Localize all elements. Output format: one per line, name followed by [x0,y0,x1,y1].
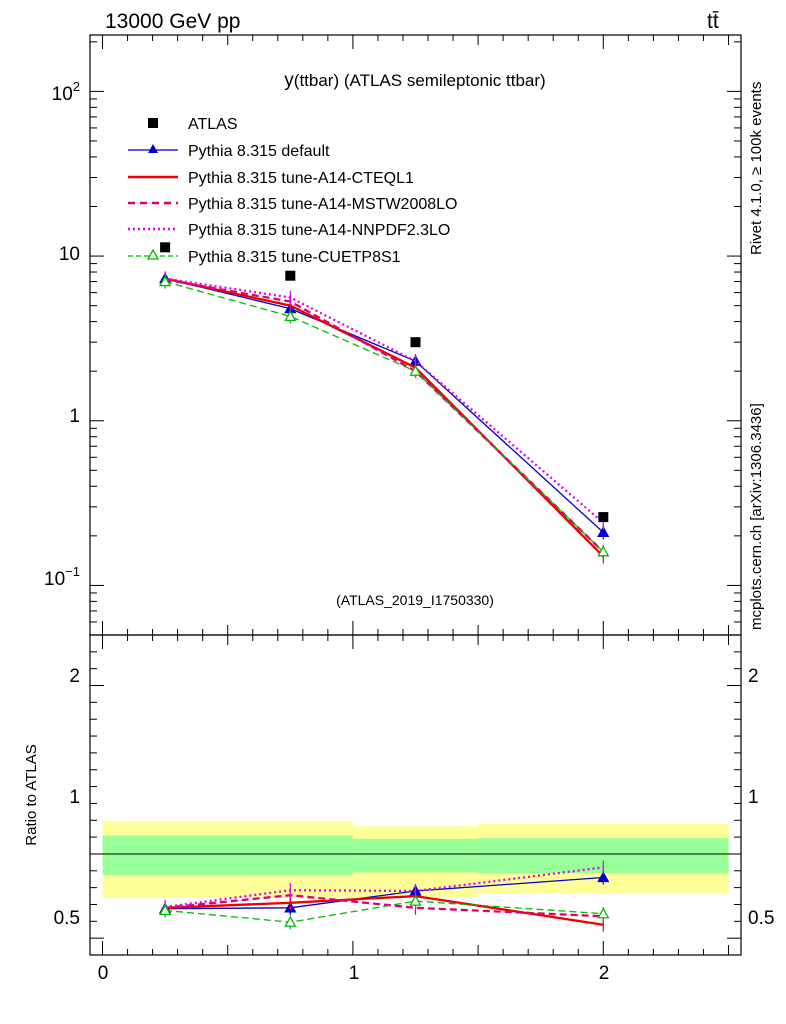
x-tick-label-2: 2 [599,963,610,984]
x-tick-labels: 0 1 2 [98,963,610,984]
y-tick-label-10: 10 [59,244,80,265]
main-series-point [409,364,422,376]
analysis-tag: (ATLAS_2019_I1750330) [336,592,494,608]
x-tick-label-0: 0 [98,963,109,984]
plot-title: y(ttbar) (ATLAS semileptonic ttbar) [284,70,545,91]
main-series-point [597,526,610,538]
legend-label-cteql1: Pythia 8.315 tune-A14-CTEQL1 [188,170,414,187]
process-label: tt̄ [707,10,719,33]
ratio-y-tick-label-1-left: 1 [69,787,80,808]
main-y-tick-labels: 102 10 1 10−1 [44,79,80,590]
ratio-frame [89,634,742,956]
main-panel: y(ttbar) (ATLAS semileptonic ttbar) (ATL… [44,70,546,608]
source-label: mcplots.cern.ch [arXiv:1306.3436] [748,403,765,630]
plot-title-y: y [284,70,294,91]
ratio-panel: Ratio to ATLAS 0.5 1 2 0.5 1 2 0 1 2 [23,666,774,984]
y-tick-label-100: 102 [52,79,80,105]
main-series-line-pythia-8-315-tune-a14-mstw2008lo [164,278,605,553]
ratio-y-tick-label-2-right: 2 [748,666,759,687]
ratio-series-point [284,915,297,927]
legend-label-nnpdf: Pythia 8.315 tune-A14-NNPDF2.3LO [188,222,450,239]
main-series-point [284,310,297,322]
main-series-point [597,545,610,557]
ratio-series-line-pythia-8-315-tune-a14-nnpdf2-3lo [164,866,604,909]
legend-marker-cuetp8s1 [146,248,160,260]
atlas-data-point [160,242,171,253]
x-tick-label-1: 1 [349,963,360,984]
ratio-series-line-pythia-8-315-tune-a14-cteql1 [165,894,604,926]
ratio-y-tick-label-2-left: 2 [69,666,80,687]
plot-title-rest: (ttbar) (ATLAS semileptonic ttbar) [294,71,546,90]
atlas-data-point [598,512,609,523]
ratio-band-inner [352,838,479,873]
ratio-plot-area [90,635,741,955]
y-tick-label-1: 1 [69,406,80,427]
rivet-label: Rivet 4.1.0, ≥ 100k events [748,82,765,255]
ratio-y-tick-label-0.5-left: 0.5 [54,908,80,929]
legend: ATLAS Pythia 8.315 default Pythia 8.315 … [128,116,457,266]
legend-marker-default [148,144,158,153]
ratio-y-tick-label-0.5-right: 0.5 [748,908,774,929]
atlas-data-point [285,270,296,281]
legend-label-cuetp8s1: Pythia 8.315 tune-CUETP8S1 [188,249,401,266]
ratio-series-point [159,904,172,916]
main-series-line-pythia-8-315-tune-a14-nnpdf2-3lo [164,277,605,524]
main-series-point [159,275,172,287]
legend-label-default: Pythia 8.315 default [188,143,330,160]
legend-label-atlas: ATLAS [188,116,238,133]
collision-label: 13000 GeV pp [105,10,240,33]
atlas-data-point [410,337,421,348]
main-series-line-pythia-8-315-tune-cuetp8s1 [164,280,604,553]
ratio-series-line-pythia-8-315-tune-a14-mstw2008lo [164,894,604,918]
ratio-series-point [597,907,610,919]
ratio-series-point [597,871,610,883]
ratio-band-inner [102,835,353,875]
main-series-line-pythia-8-315-default [164,277,604,533]
main-series-line-pythia-8-315-tune-a14-cteql1 [164,277,605,558]
ratio-y-tick-label-1-right: 1 [748,787,759,808]
ratio-series-point [409,894,422,906]
legend-label-mstw: Pythia 8.315 tune-A14-MSTW2008LO [188,196,457,213]
y-tick-label-0.1: 10−1 [44,564,80,590]
ratio-y-tick-labels: 0.5 1 2 0.5 1 2 [54,666,775,929]
ratio-y-label: Ratio to ATLAS [23,744,40,845]
main-plot-area [90,35,741,636]
ratio-series-line-pythia-8-315-tune-cuetp8s1 [165,900,604,923]
legend-marker-atlas [148,118,158,128]
